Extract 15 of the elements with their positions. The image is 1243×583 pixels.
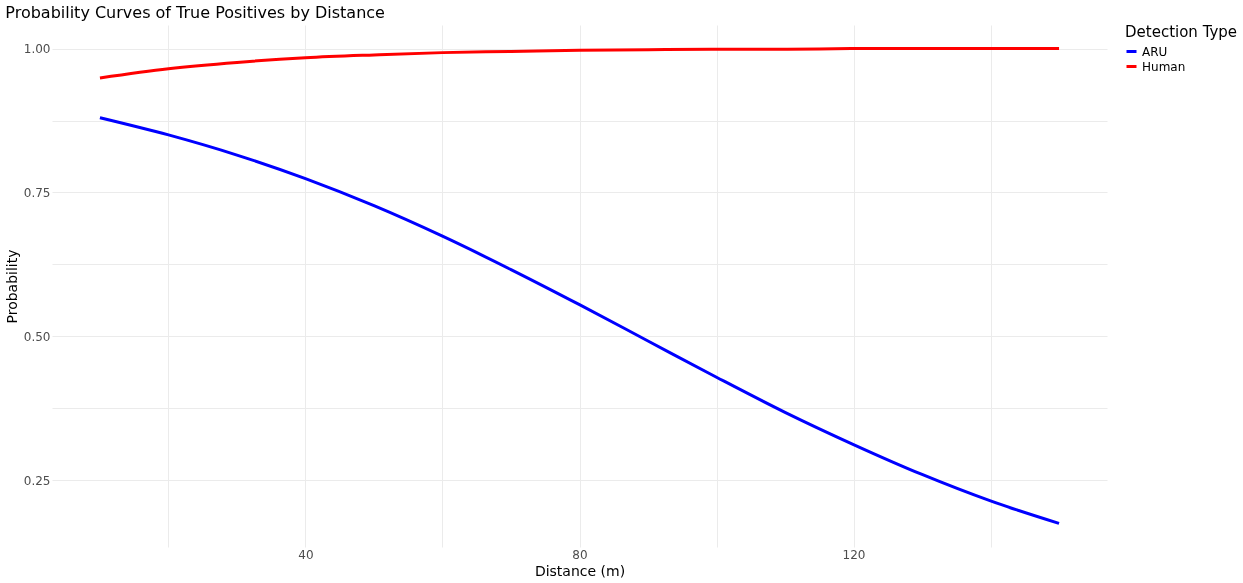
y-tick-label: 1.00 xyxy=(23,42,51,57)
y-axis-title: Probability xyxy=(3,249,20,324)
line-series xyxy=(98,116,1061,525)
line-series xyxy=(98,47,1061,80)
x-axis-title: Distance (m) xyxy=(534,562,626,579)
x-tick-label: 80 xyxy=(572,547,588,562)
chart-title: Probability Curves of True Positives by Distance xyxy=(5,3,385,22)
legend-label: Human xyxy=(1142,59,1186,74)
legend-label: ARU xyxy=(1142,44,1168,59)
x-tick-label: 40 xyxy=(298,547,314,562)
x-tick-label: 120 xyxy=(842,547,866,562)
y-tick-label: 0.50 xyxy=(23,329,51,344)
legend-title: Detection Type xyxy=(1125,23,1238,41)
y-tick-label: 0.25 xyxy=(23,473,51,488)
y-tick-label: 0.75 xyxy=(23,185,51,200)
